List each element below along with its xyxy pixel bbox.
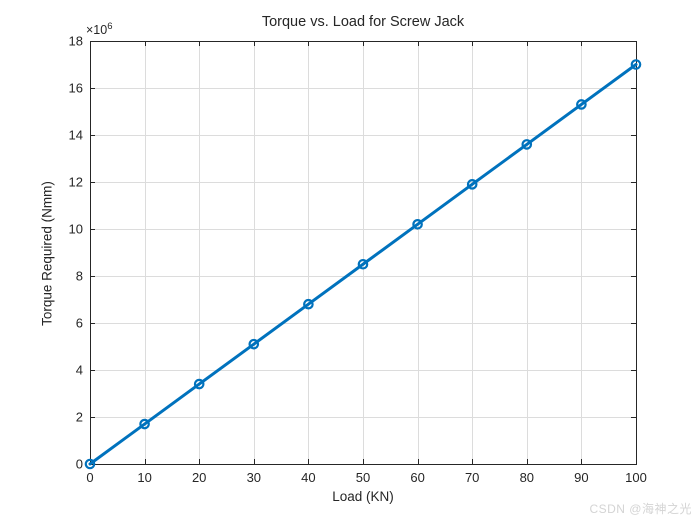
y-tick-label: 8 — [76, 269, 83, 284]
x-tick-label: 80 — [520, 470, 534, 485]
x-tick-label: 30 — [247, 470, 261, 485]
data-line — [88, 63, 638, 466]
exponent-power: 6 — [107, 21, 113, 32]
y-tick-label: 16 — [69, 81, 83, 96]
data-marker — [139, 418, 150, 430]
watermark: CSDN @海神之光 — [589, 502, 692, 516]
data-marker — [84, 458, 96, 470]
x-tick-label: 60 — [410, 470, 424, 485]
y-tick-label: 2 — [76, 410, 83, 425]
y-tick-label: 0 — [76, 457, 83, 472]
exponent-base: ×10 — [86, 23, 108, 38]
y-tick-label: 18 — [69, 34, 83, 49]
x-tick-label: 100 — [625, 470, 647, 485]
y-axis-exponent: ×106 — [86, 21, 113, 37]
data-marker — [412, 219, 423, 230]
data-marker — [466, 179, 478, 190]
x-tick-label: 90 — [574, 470, 588, 485]
data-marker — [193, 378, 205, 390]
data-marker — [521, 139, 533, 150]
y-tick-label: 10 — [69, 222, 83, 237]
data-marker — [248, 338, 260, 350]
y-tick-label: 4 — [76, 363, 83, 378]
x-tick-label: 70 — [465, 470, 479, 485]
x-tick-label: 50 — [356, 470, 370, 485]
data-marker — [630, 59, 642, 70]
y-tick-label: 14 — [69, 128, 83, 143]
x-tick-label: 0 — [86, 470, 93, 485]
y-axis-label: Torque Required (Nmm) — [39, 181, 55, 326]
x-axis-label: Load (KN) — [332, 489, 394, 504]
y-tick-label: 6 — [76, 316, 83, 331]
chart-title: Torque vs. Load for Screw Jack — [261, 14, 465, 30]
x-tick-label: 40 — [301, 470, 315, 485]
y-tick-label: 12 — [69, 175, 83, 190]
data-marker — [303, 298, 314, 310]
x-tick-label: 10 — [137, 470, 151, 485]
data-marker — [357, 258, 369, 270]
data-marker — [576, 99, 587, 110]
x-tick-label: 20 — [192, 470, 206, 485]
